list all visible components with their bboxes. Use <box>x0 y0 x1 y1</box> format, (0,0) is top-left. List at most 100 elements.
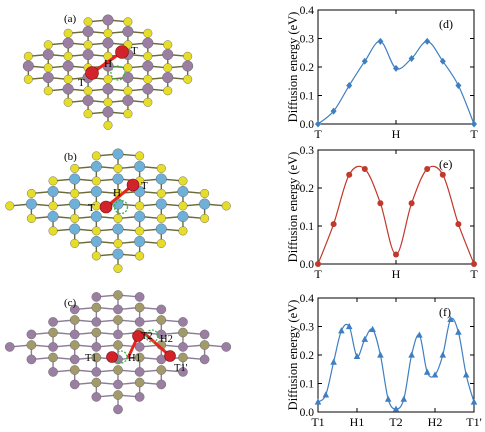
data-point <box>338 327 345 334</box>
atom <box>42 71 54 83</box>
atom <box>90 235 102 247</box>
structure-a: (a) T H T <box>22 13 194 130</box>
y-tick-label: 0.2 <box>300 183 315 195</box>
atom <box>83 86 93 96</box>
y-tick-label: 0.0 <box>300 259 315 271</box>
atom <box>142 37 154 49</box>
atom <box>70 163 80 173</box>
energy-charts: 0.0 0.1 0.2 0.3 0.4 T H T Diffusion energy (eV) (… <box>286 5 482 429</box>
atom <box>48 327 58 338</box>
atom <box>122 26 134 38</box>
atom <box>135 226 145 236</box>
data-point <box>471 261 477 267</box>
x-tick-label: H <box>392 127 401 141</box>
data-point <box>423 368 431 375</box>
data-point <box>416 331 423 338</box>
atom <box>70 213 80 223</box>
atom <box>48 317 58 327</box>
atom <box>163 86 173 96</box>
atom <box>163 40 173 50</box>
atoms <box>22 14 194 130</box>
series-line <box>317 165 475 265</box>
atom <box>113 290 123 300</box>
atom <box>102 106 114 118</box>
data-point <box>346 171 353 178</box>
atom <box>134 377 145 388</box>
atom <box>69 223 81 235</box>
atom <box>26 340 37 350</box>
site-label-t2: T2 <box>141 331 153 342</box>
atom <box>48 367 58 377</box>
data-point <box>384 395 392 402</box>
atom <box>69 365 80 375</box>
data-point <box>330 221 337 228</box>
data-point <box>439 57 446 65</box>
atom <box>91 251 101 261</box>
adatom-top-site <box>85 66 99 80</box>
atom <box>48 201 58 211</box>
atom <box>178 201 188 211</box>
atom <box>113 404 123 415</box>
atom <box>70 188 80 198</box>
atom <box>155 173 167 185</box>
atom <box>143 74 153 84</box>
x-tick-label: T2 <box>389 415 402 429</box>
y-tick-label: 0.4 <box>300 5 315 17</box>
atom <box>102 14 114 26</box>
atom <box>103 74 113 84</box>
atom <box>63 74 73 84</box>
atom <box>69 304 80 315</box>
site-label-t: T <box>131 45 138 57</box>
data-point <box>408 351 415 358</box>
data-point <box>424 166 431 172</box>
atom <box>156 304 167 315</box>
atom <box>134 352 145 363</box>
y-tick-label: 0.1 <box>300 221 315 233</box>
atom <box>156 315 167 325</box>
atom <box>123 109 133 119</box>
adatom-top-site <box>126 178 140 192</box>
atom <box>103 120 113 130</box>
atom <box>112 173 124 185</box>
atom <box>69 354 80 365</box>
atom <box>90 160 102 172</box>
atom <box>47 210 59 222</box>
atom <box>156 329 167 340</box>
y-tick-label: 0.3 <box>300 34 315 46</box>
atom <box>48 176 58 186</box>
adatom-top-site <box>115 45 129 59</box>
atom <box>83 17 93 27</box>
atom <box>178 327 188 338</box>
atom <box>48 226 58 236</box>
site-label-t: T <box>78 77 85 89</box>
x-tick-label: T1 <box>311 415 324 429</box>
atom <box>156 365 167 375</box>
atom <box>25 198 37 210</box>
data-point <box>330 358 337 365</box>
data-point <box>393 251 399 258</box>
atom <box>69 329 80 340</box>
atom <box>112 223 124 235</box>
atom <box>91 352 102 363</box>
data-point <box>353 352 361 360</box>
hollow-site-marker <box>145 329 159 343</box>
atom <box>69 379 80 390</box>
atom <box>113 315 123 325</box>
hollow-site-marker <box>110 65 126 81</box>
atom <box>91 292 102 302</box>
atom <box>26 354 37 365</box>
atom <box>22 60 34 72</box>
atom <box>156 163 166 173</box>
atom <box>63 97 73 107</box>
atom <box>91 392 102 402</box>
adatom-top-site <box>106 351 118 363</box>
panel-label-a: (a) <box>64 13 77 25</box>
atom <box>82 94 94 106</box>
chart-e: 0.0 0.1 0.2 0.3 T H T Diffusion energy (eV) (e) <box>286 145 478 281</box>
atom <box>91 302 102 313</box>
atom <box>123 17 133 27</box>
atom <box>90 210 102 222</box>
atom <box>135 201 145 211</box>
atom <box>23 74 33 84</box>
data-point <box>455 82 462 90</box>
